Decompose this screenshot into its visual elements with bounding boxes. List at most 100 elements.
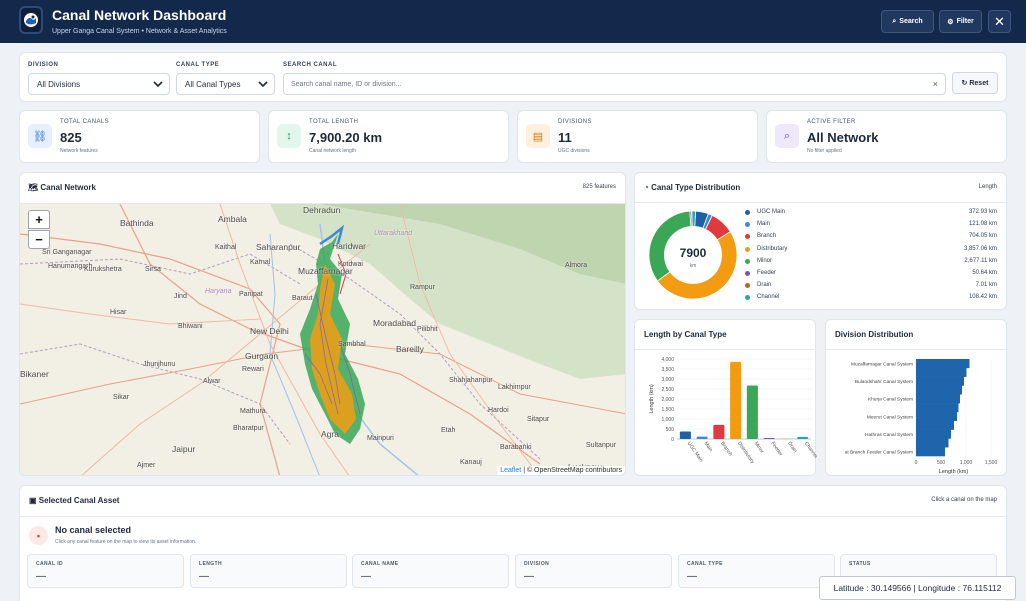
map-place-label: Moradabad <box>373 318 417 328</box>
zoom-out-button[interactable]: − <box>28 230 50 249</box>
legend-item: Main 121.08 km <box>745 220 1000 232</box>
asset-title: ▣ Selected Canal Asset <box>29 496 120 505</box>
bar[interactable] <box>916 394 960 404</box>
legend-dot <box>745 271 750 276</box>
legend-dot <box>745 234 750 240</box>
map-place-label: Mathura <box>240 408 266 415</box>
map-view[interactable]: Dehradun Bathinda Ambala Haridwar Sri Gangan… <box>20 204 625 475</box>
map-place-label: Sikar <box>113 394 129 401</box>
bar[interactable] <box>730 361 742 439</box>
legend-name: UGC Main <box>757 209 786 215</box>
bar[interactable] <box>696 436 708 439</box>
map-attribution: Leaflet | © OpenStreetMap contributors <box>497 466 625 475</box>
canal-type-distribution-panel: ◔ Canal Type Distribution Length 7900 km <box>634 172 1008 310</box>
x-tick-label: Feeder <box>769 441 783 458</box>
canal-type-select[interactable]: All Canal Types <box>176 73 275 95</box>
division-select[interactable]: All Divisions <box>28 73 170 95</box>
map-place-label: Shahjahanpur <box>449 377 493 384</box>
legend-item: Branch 704.05 km <box>745 232 1000 244</box>
map-place-label: Karnal <box>250 259 271 266</box>
map-place-label: Ajmer <box>137 462 156 469</box>
map-icon: 🗺 <box>28 183 39 192</box>
map-place-label: Jaipur <box>172 444 196 454</box>
map-place-label: Bharatpur <box>233 425 264 432</box>
legend-item: Drain 7.01 km <box>745 281 1000 293</box>
map-place-label: Hardoi <box>488 407 509 414</box>
legend-name: Main <box>757 221 771 228</box>
zoom-in-button[interactable]: + <box>28 210 50 229</box>
map-place-label: Bareilly <box>396 344 424 354</box>
bar[interactable] <box>916 438 949 448</box>
map-place-label: Jhunjhunu <box>143 361 176 368</box>
pie-chart-icon: ◔ <box>644 183 649 192</box>
x-tick-label: 500 <box>937 460 946 466</box>
bar[interactable] <box>679 431 691 439</box>
bar[interactable] <box>763 437 775 439</box>
map-place-label: Uttarakhand <box>374 230 413 237</box>
y-tick-label: 4,000 <box>661 357 674 363</box>
y-tick-label: Meerut Canal System <box>867 414 913 420</box>
bar[interactable] <box>916 447 945 457</box>
map-place-label: Gurgaon <box>245 351 279 361</box>
stat-card-total-length: ↕ TOTAL LENGTH 7,900.20 km Canal network… <box>268 110 509 163</box>
map-place-label: Bikaner <box>20 369 49 379</box>
legend-name: Branch <box>757 233 777 240</box>
x-tick-label: UGC Main <box>686 441 704 464</box>
ruler-icon: ↕ <box>277 124 301 148</box>
map-place-label: Haridwar <box>332 241 367 251</box>
asset-hint: Click a canal on the map <box>931 497 997 503</box>
donut-title: ◔ Canal Type Distribution <box>644 183 741 192</box>
field-canal-type: CANAL TYPE — <box>678 554 835 588</box>
bar[interactable] <box>916 420 954 430</box>
clear-search-icon[interactable]: × <box>932 79 938 89</box>
bar[interactable] <box>713 424 725 439</box>
filter-button[interactable]: ⚙ Filter <box>939 10 982 33</box>
y-tick-label: Hathras Canal System <box>865 432 913 438</box>
bar[interactable] <box>797 436 809 439</box>
bar[interactable] <box>916 367 967 377</box>
map-place-label: Sultanpur <box>586 442 616 449</box>
map-place-label: Mainpuri <box>367 435 394 442</box>
y-tick-label: 0 <box>671 437 674 443</box>
bar[interactable] <box>916 359 970 369</box>
bar[interactable] <box>746 385 758 439</box>
chevron-down-icon <box>153 81 163 88</box>
bar[interactable] <box>916 403 959 413</box>
map-place-label: Agra <box>321 429 339 439</box>
search-input[interactable]: Search canal name, ID or division... × <box>283 73 946 95</box>
reset-button[interactable]: ↻ Reset <box>952 72 998 94</box>
legend-item: Channel 108.42 km <box>745 293 1000 305</box>
y-tick-label: 3,000 <box>661 377 674 383</box>
bar[interactable] <box>916 376 964 386</box>
legend-dot <box>745 246 750 252</box>
close-button[interactable]: ✕ <box>988 10 1011 33</box>
map-place-label: Kotdwai <box>338 261 363 268</box>
bar[interactable] <box>916 385 962 395</box>
map-place-label: New Delhi <box>250 326 289 336</box>
search-button[interactable]: ⌕ Search <box>881 10 934 33</box>
x-tick-label: Distributary <box>736 441 756 466</box>
map-title: 🗺 Canal Network <box>28 183 96 192</box>
leaflet-link[interactable]: Leaflet <box>500 467 522 474</box>
bar[interactable] <box>916 429 951 439</box>
x-tick-label: Channel <box>803 441 817 460</box>
x-tick-label: Main <box>702 441 713 453</box>
map-place-label: Bathinda <box>120 218 154 228</box>
map-place-label: Sirsa <box>145 266 161 273</box>
y-tick-label: 500 <box>666 427 675 433</box>
legend-name: Minor <box>757 257 773 264</box>
division-chart-title: Division Distribution <box>835 330 914 339</box>
feature-count: 825 features <box>582 184 616 190</box>
y-tick-label: 1,000 <box>661 417 674 423</box>
y-tick-label: Muzaffarnagar Canal System <box>851 361 913 367</box>
y-tick-label: Khurja Canal System <box>868 397 913 403</box>
field-canal-name: CANAL NAME — <box>352 554 509 588</box>
map-place-label: Kaithal <box>215 244 237 251</box>
map-place-label: Etah <box>441 427 456 434</box>
map-place-label: Bhiwani <box>178 323 203 330</box>
bar[interactable] <box>916 411 957 422</box>
y-tick-label: Bulandshahr Canal System <box>855 379 913 385</box>
y-tick-label: 2,500 <box>661 387 674 393</box>
map-place-label: Muzaffarnagar <box>298 266 353 276</box>
map-place-label: Sitapur <box>527 416 550 423</box>
